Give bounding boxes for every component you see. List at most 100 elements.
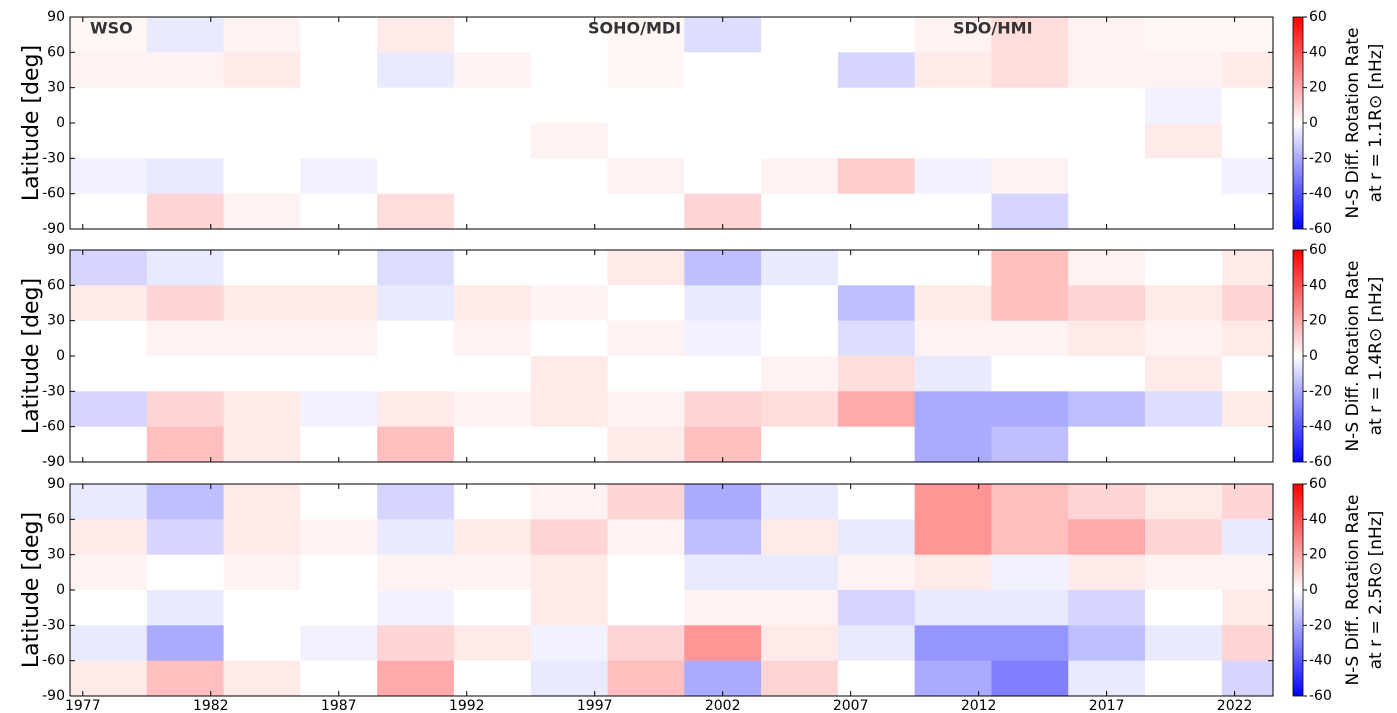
heatmap-cell bbox=[837, 17, 916, 53]
heatmap-cell bbox=[914, 52, 992, 89]
heatmap-cell bbox=[453, 391, 532, 428]
heatmap-cell bbox=[300, 625, 378, 662]
heatmap-cell bbox=[607, 193, 685, 230]
annotation: SDO/HMI bbox=[953, 19, 1033, 38]
heatmap-cell bbox=[684, 519, 762, 556]
heatmap-cell bbox=[300, 660, 378, 697]
heatmap-cell bbox=[223, 158, 301, 195]
colorbar-tick-label: 0 bbox=[1309, 582, 1318, 598]
y-tick-label: 90 bbox=[47, 476, 65, 492]
heatmap-cell bbox=[70, 519, 148, 556]
heatmap-cell bbox=[530, 17, 609, 53]
heatmap-cell bbox=[914, 554, 992, 591]
heatmap-cell bbox=[70, 320, 148, 357]
heatmap-cell bbox=[530, 193, 609, 230]
heatmap-cell bbox=[837, 285, 916, 322]
heatmap-cell bbox=[1221, 426, 1274, 463]
heatmap-cell bbox=[223, 484, 301, 520]
heatmap-cell bbox=[1145, 285, 1223, 322]
heatmap-cell bbox=[223, 320, 301, 357]
heatmap-cell bbox=[914, 285, 992, 322]
heatmap-cell bbox=[453, 426, 532, 463]
heatmap-cell bbox=[991, 17, 1069, 53]
heatmap-cell bbox=[914, 426, 992, 463]
heatmap-cell bbox=[607, 519, 685, 556]
heatmap-cell bbox=[1221, 158, 1274, 195]
heatmap-cell bbox=[223, 87, 301, 124]
heatmap-cell bbox=[991, 123, 1069, 159]
colorbar-tick-label: -40 bbox=[1309, 186, 1332, 202]
colorbar-tick-label: -40 bbox=[1309, 653, 1332, 669]
heatmap-cell bbox=[377, 123, 455, 159]
y-tick-label: 90 bbox=[47, 242, 65, 258]
heatmap-cell bbox=[1221, 519, 1274, 556]
heatmap-cell bbox=[377, 193, 455, 230]
heatmap-cell bbox=[146, 660, 225, 697]
heatmap-cell bbox=[70, 250, 148, 286]
heatmap-cell bbox=[1145, 123, 1223, 159]
colorbar-tick-label: -20 bbox=[1309, 383, 1332, 399]
x-tick-label: 2002 bbox=[705, 698, 741, 713]
colorbar-tick-label: -60 bbox=[1309, 221, 1332, 237]
heatmap-cell bbox=[1145, 52, 1223, 89]
heatmap-cell bbox=[453, 660, 532, 697]
heatmap-cell bbox=[761, 250, 839, 286]
heatmap-cell bbox=[223, 250, 301, 286]
heatmap-cell bbox=[1221, 625, 1274, 662]
heatmap-cell bbox=[377, 426, 455, 463]
heatmap-cell bbox=[530, 590, 609, 626]
heatmap-cell bbox=[146, 590, 225, 626]
annotation: WSO bbox=[90, 19, 133, 38]
heatmap-cell bbox=[914, 519, 992, 556]
y-tick-label: 60 bbox=[47, 277, 65, 293]
heatmap-cell bbox=[223, 285, 301, 322]
heatmap-cell bbox=[761, 426, 839, 463]
heatmap-cell bbox=[223, 660, 301, 697]
heatmap-cell bbox=[223, 356, 301, 392]
heatmap-cell bbox=[146, 519, 225, 556]
heatmap-cell bbox=[991, 660, 1069, 697]
heatmap-cell bbox=[991, 391, 1069, 428]
heatmap-cell bbox=[761, 660, 839, 697]
heatmap-cell bbox=[146, 320, 225, 357]
heatmap-cell bbox=[761, 158, 839, 195]
heatmap-cell bbox=[300, 87, 378, 124]
heatmap-cell bbox=[684, 17, 762, 53]
heatmap-cell bbox=[761, 87, 839, 124]
heatmap-cell bbox=[991, 158, 1069, 195]
heatmap-cell bbox=[684, 158, 762, 195]
heatmap-cell bbox=[146, 285, 225, 322]
heatmap-cell bbox=[684, 52, 762, 89]
heatmap-cell bbox=[300, 285, 378, 322]
heatmap-cell bbox=[991, 320, 1069, 357]
heatmap-cell bbox=[300, 426, 378, 463]
x-tick-label: 2007 bbox=[833, 698, 869, 713]
colorbar-tick-label: -60 bbox=[1309, 688, 1332, 704]
heatmap-cell bbox=[70, 87, 148, 124]
heatmap-cell bbox=[377, 625, 455, 662]
colorbar-label: at r = 2.5R⊙ [nHz] bbox=[1366, 511, 1386, 670]
heatmap-cell bbox=[837, 660, 916, 697]
heatmap-cell bbox=[684, 250, 762, 286]
x-tick-label: 1977 bbox=[65, 698, 101, 713]
y-tick-label: -30 bbox=[42, 617, 65, 633]
heatmap-cell bbox=[837, 250, 916, 286]
heatmap-cell bbox=[991, 590, 1069, 626]
y-tick-label: -90 bbox=[42, 688, 65, 704]
heatmap-cell bbox=[684, 87, 762, 124]
heatmap-cell bbox=[453, 250, 532, 286]
heatmap-cell bbox=[1145, 356, 1223, 392]
heatmap-cell bbox=[607, 52, 685, 89]
heatmap-cell bbox=[453, 484, 532, 520]
heatmap-cell bbox=[223, 52, 301, 89]
heatmap-cell bbox=[914, 484, 992, 520]
heatmap-cell bbox=[1145, 554, 1223, 591]
heatmap-cell bbox=[914, 660, 992, 697]
heatmap-cell bbox=[761, 320, 839, 357]
heatmap-cell bbox=[684, 123, 762, 159]
heatmap-cell bbox=[70, 484, 148, 520]
heatmap-cell bbox=[761, 590, 839, 626]
heatmap-cell bbox=[146, 391, 225, 428]
heatmap-cell bbox=[300, 356, 378, 392]
heatmap-cell bbox=[761, 391, 839, 428]
